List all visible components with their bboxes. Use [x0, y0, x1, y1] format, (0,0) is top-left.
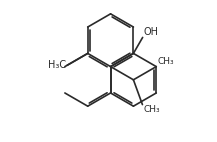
Text: CH₃: CH₃	[157, 57, 174, 66]
Text: CH₃: CH₃	[144, 105, 160, 114]
Text: OH: OH	[143, 27, 158, 37]
Text: H₃C: H₃C	[48, 60, 66, 70]
